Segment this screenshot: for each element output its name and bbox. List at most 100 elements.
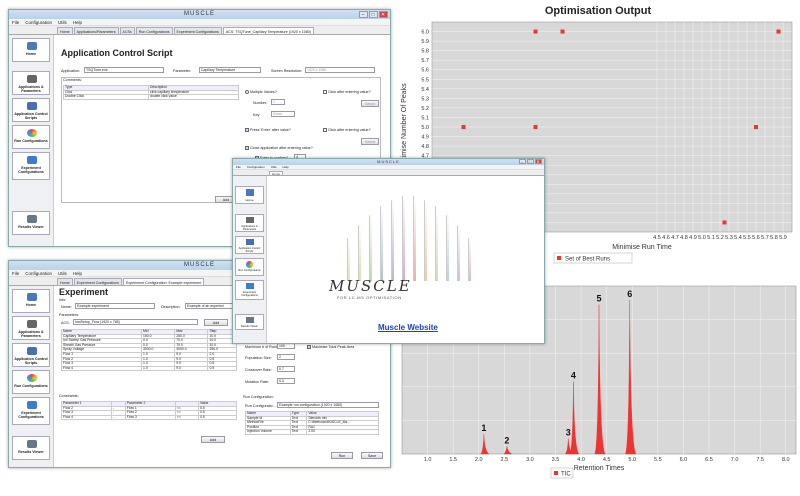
number-label: Number:: [253, 101, 268, 105]
application-select[interactable]: TSQTune.exe: [84, 67, 164, 73]
menu-help[interactable]: Help: [282, 165, 289, 169]
sidebar-item-experiments[interactable]: Experiment Configurations: [235, 280, 264, 300]
max-peak-option[interactable]: Maximise Total Peak Area: [307, 345, 354, 350]
close-app-option[interactable]: Close application after entering value?: [245, 146, 313, 151]
tab-home[interactable]: Home: [57, 27, 73, 34]
menu-help[interactable]: Help: [72, 271, 83, 276]
y-tick-label: 5.6: [421, 68, 429, 74]
tab-experiment-active[interactable]: Experiment Configuration: Example experi…: [122, 278, 205, 285]
maximize-button[interactable]: □: [369, 11, 378, 18]
window-title-bar[interactable]: MUSCLE –□✕: [9, 10, 390, 19]
add-parameter-button[interactable]: Add: [204, 319, 228, 326]
menu-configuration[interactable]: Configuration: [25, 20, 53, 25]
tab-applications[interactable]: Applications/Parameters: [73, 27, 119, 34]
sidebar-item-results[interactable]: Results Viewer: [12, 436, 50, 460]
tab-home[interactable]: Home: [269, 171, 284, 175]
parameter-select[interactable]: Capillary Temperature: [199, 67, 261, 73]
x-tick-label: 2.0: [475, 457, 483, 463]
press-enter-checkbox[interactable]: [245, 128, 249, 133]
sidebar-item-runs[interactable]: Run Configurations: [235, 258, 264, 276]
tab-experiment-configurations[interactable]: Experiment Configurations: [173, 27, 222, 34]
minimize-button[interactable]: –: [519, 159, 526, 164]
sidebar-item-acs[interactable]: Application Control Scripts: [12, 343, 50, 367]
description-field[interactable]: Example of an experimi: [185, 303, 235, 309]
multiple-values-option[interactable]: Multiple Values?: [245, 90, 277, 95]
sidebar-item-experiments[interactable]: Experiment Configurations: [12, 397, 50, 425]
table-row[interactable]: Flow 4- Flow 3 <= 0.5: [61, 414, 238, 421]
sidebar-item-home[interactable]: Home: [12, 38, 50, 62]
menu-utils[interactable]: Utils: [270, 165, 277, 169]
max-peak-checkbox[interactable]: [307, 345, 311, 350]
menu-utils[interactable]: Utils: [58, 271, 67, 276]
select-button-2[interactable]: Select: [361, 138, 379, 145]
sidebar-item-experiments[interactable]: Experiment Configurations: [12, 152, 50, 180]
tab-home[interactable]: Home: [57, 278, 73, 285]
menu-configuration[interactable]: Configuration: [25, 271, 53, 276]
sidebar-item-label: Experiment Configurations: [18, 411, 44, 419]
add-constraint-button[interactable]: Add: [201, 436, 225, 443]
minimize-button[interactable]: –: [359, 11, 368, 18]
sidebar-item-home[interactable]: Home: [12, 289, 50, 313]
population-field[interactable]: 2: [277, 354, 295, 360]
run-config-select[interactable]: Example run configuration (1920 x 1080): [277, 402, 379, 408]
sidebar-item-results[interactable]: Results Viewer: [235, 314, 264, 330]
click-after-checkbox-2[interactable]: [323, 128, 327, 133]
window-title-bar[interactable]: MUSCLE –□✕: [233, 159, 544, 165]
sidebar-item-label: Applications & Parameters: [241, 225, 258, 231]
y-tick-label: 5.8: [421, 49, 429, 55]
key-select[interactable]: Down: [271, 111, 295, 117]
sidebar-item-label: Application Control Scripts: [14, 112, 48, 120]
page-title: Experiment: [59, 287, 109, 297]
save-button[interactable]: Save: [361, 452, 383, 459]
name-field[interactable]: Example experiment: [75, 303, 155, 309]
tab-acs-active[interactable]: ACS: TSQTune_Capillary Temperature (1920…: [222, 27, 314, 34]
logo-peak: [391, 200, 394, 281]
tab-experiment-configurations[interactable]: Experiment Configurations: [73, 278, 122, 285]
number-spinner[interactable]: 1: [271, 99, 285, 105]
sidebar-item-runs[interactable]: Run Configurations: [12, 370, 50, 394]
click-after-checkbox-1[interactable]: [323, 90, 327, 95]
tab-acss[interactable]: ACSs: [119, 27, 135, 34]
sidebar-item-results[interactable]: Results Viewer: [12, 211, 50, 235]
sidebar-item-applications[interactable]: Applications & Parameters: [12, 316, 50, 340]
menu-file[interactable]: File: [236, 165, 241, 169]
sidebar-item-runs[interactable]: Run Configurations: [12, 125, 50, 149]
maximize-button[interactable]: □: [527, 159, 534, 164]
menu-configuration[interactable]: Configuration: [246, 165, 265, 169]
acs-select[interactable]: InstSetup_Flow (1920 x 768): [73, 319, 198, 325]
legend-marker: [557, 256, 561, 260]
click-after-option-2[interactable]: Click after entering value?: [323, 128, 371, 133]
table-row[interactable]: Double Click double click value: [63, 94, 239, 100]
sidebar-item-applications[interactable]: Applications & Parameters: [12, 71, 50, 95]
menu-help[interactable]: Help: [72, 20, 83, 25]
menu-file[interactable]: File: [12, 20, 20, 25]
close-app-checkbox[interactable]: [245, 146, 249, 151]
menu-utils[interactable]: Utils: [58, 20, 67, 25]
y-tick-label: 6.0: [421, 30, 429, 36]
sidebar-item-acs[interactable]: Application Control Scripts: [235, 236, 264, 254]
sidebar-item-label: Experiment Configurations: [241, 291, 258, 297]
sidebar-item-home[interactable]: Home: [235, 186, 264, 204]
x-tick-label: 3.5: [552, 457, 560, 463]
select-button-1[interactable]: Select: [361, 100, 379, 107]
table-row[interactable]: Injection Volume Text 2.00: [245, 429, 379, 435]
table-row[interactable]: Flow 4 1.0 9.0 0.5: [61, 365, 237, 372]
multiple-values-radio[interactable]: [245, 90, 249, 95]
press-enter-option[interactable]: Press 'Enter' after value?: [245, 128, 291, 133]
mutation-field[interactable]: 0.3: [277, 378, 295, 384]
data-point: [560, 29, 565, 34]
close-button[interactable]: ✕: [379, 11, 388, 18]
run-config-table: Name Type Value Sample Id Text Steroids mix M…: [245, 411, 379, 435]
run-button[interactable]: Run: [331, 452, 353, 459]
sidebar-item-applications[interactable]: Applications & Parameters: [235, 214, 264, 232]
menu-file[interactable]: File: [12, 271, 20, 276]
logo-peak: [435, 206, 438, 281]
click-after-option-1[interactable]: Click after entering value?: [323, 90, 371, 95]
crossover-field[interactable]: 0.7: [277, 366, 295, 372]
tab-run-configurations[interactable]: Run Configurations: [135, 27, 173, 34]
table-cell: 0.5: [207, 365, 237, 372]
peak: [569, 381, 580, 455]
close-button[interactable]: ✕: [535, 159, 542, 164]
muscle-website-link[interactable]: Muscle Website: [378, 323, 438, 332]
sidebar-item-acs[interactable]: Application Control Scripts: [12, 98, 50, 122]
